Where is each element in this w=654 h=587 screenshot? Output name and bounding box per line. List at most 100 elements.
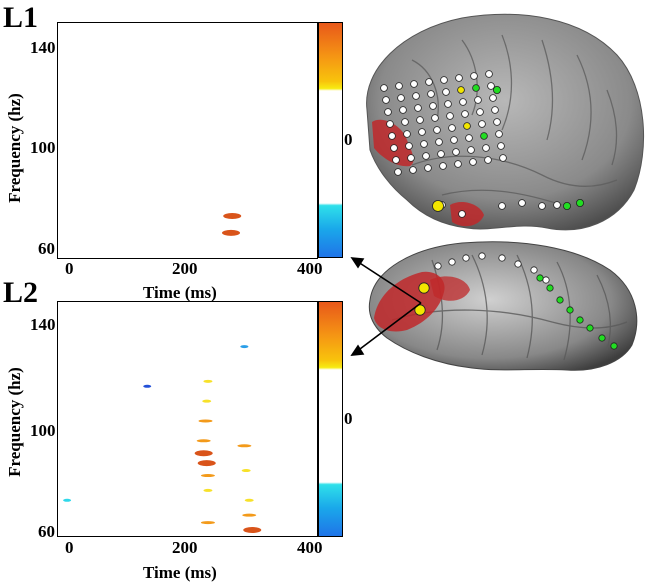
heatmap-spot	[242, 513, 257, 517]
electrode-dot	[416, 116, 424, 124]
heatmap-spot	[197, 460, 216, 467]
heatmap-spot	[194, 450, 213, 457]
panel-label-l1: L1	[3, 1, 39, 34]
electrode-dot	[424, 164, 432, 172]
electrode-dot-active	[472, 84, 480, 92]
x-tick-400-l1: 400	[297, 259, 323, 278]
heatmap-spot	[203, 488, 213, 492]
electrode-dot	[442, 88, 450, 96]
colorbar-l1	[318, 22, 343, 258]
heatmap-spot	[198, 419, 213, 423]
electrode-dot	[489, 94, 497, 102]
electrode-dot-large	[414, 304, 426, 316]
heatmap-spot	[223, 212, 242, 219]
electrode-dot	[386, 120, 394, 128]
x-axis-label-l2: Time (ms)	[143, 563, 217, 582]
electrode-dot	[497, 142, 505, 150]
electrode-dot-active	[457, 86, 465, 94]
lesion-region-frontal	[372, 119, 414, 167]
electrode-dot	[420, 140, 428, 148]
electrode-dot-active	[610, 342, 618, 350]
colorbar-zero-label-l2: 0	[344, 409, 353, 428]
electrode-dot	[459, 98, 467, 106]
x-tick-200-l1: 200	[172, 259, 198, 278]
electrode-dot	[462, 254, 470, 262]
electrode-dot	[474, 96, 482, 104]
arrows	[350, 257, 422, 356]
electrode-dot	[538, 202, 546, 210]
electrode-dot	[409, 166, 417, 174]
y-tick-140-l2: 140	[30, 315, 56, 334]
electrode-dot	[437, 150, 445, 158]
lesion-region-temporal	[450, 201, 484, 227]
electrode-dot-active	[562, 201, 571, 210]
y-tick-60-l2: 60	[38, 522, 55, 541]
heatmap-spot	[143, 384, 152, 388]
electrode-dot	[407, 154, 415, 162]
electrode-dot	[427, 90, 435, 98]
x-tick-400-l2: 400	[297, 538, 323, 557]
electrode-dot	[434, 262, 442, 270]
brain-medial-view	[368, 241, 638, 371]
heatmap-l2	[63, 345, 262, 534]
electrode-dot	[410, 80, 418, 88]
electrode-dot	[384, 108, 392, 116]
electrode-dot	[392, 156, 400, 164]
electrode-dot	[435, 138, 443, 146]
electrode-dot-active	[546, 284, 554, 292]
electrode-dot	[403, 130, 411, 138]
electrode-dot-active	[576, 316, 584, 324]
electrode-dot	[397, 94, 405, 102]
heatmap-spot	[243, 527, 262, 534]
electrode-dot	[440, 76, 448, 84]
x-tick-0-l2: 0	[65, 538, 74, 557]
electrode-dot-active	[536, 274, 544, 282]
electrode-dot	[542, 276, 550, 284]
y-tick-60-l1: 60	[38, 239, 55, 258]
electrode-dot	[476, 108, 484, 116]
electrode-dot-active	[586, 324, 594, 332]
electrode-dot	[498, 202, 506, 210]
x-tick-200-l2: 200	[172, 538, 198, 557]
electrode-dot-large	[418, 282, 430, 294]
heatmap-spot	[240, 345, 249, 349]
electrode-dot	[444, 100, 452, 108]
heatmap-l1	[222, 212, 242, 236]
electrode-dot	[425, 78, 433, 86]
electrode-dot	[553, 201, 561, 209]
heatmap-spot	[244, 498, 254, 502]
electrode-dot	[478, 252, 486, 260]
brain-lateral-view	[366, 13, 645, 231]
electrode-dot	[461, 110, 469, 118]
electrode-dot	[388, 132, 396, 140]
electrode-dot-large	[432, 200, 444, 212]
heatmap-plot-l1	[57, 22, 318, 259]
electrode-dot	[380, 84, 388, 92]
heatmap-spot	[203, 379, 213, 383]
electrode-dot-active	[463, 122, 471, 130]
heatmap-spot	[196, 439, 211, 443]
electrode-dot-active	[556, 296, 564, 304]
panel-label-l2: L2	[3, 276, 39, 309]
electrode-dot	[395, 82, 403, 90]
electrode-dot	[454, 160, 462, 168]
electrode-dot	[465, 134, 473, 142]
electrode-dot	[491, 106, 499, 114]
electrode-dot	[390, 144, 398, 152]
y-tick-140-l1: 140	[30, 38, 56, 57]
electrode-dot	[448, 258, 456, 266]
y-axis-label-l1: Frequency (hz)	[5, 93, 24, 203]
electrode-dot	[414, 104, 422, 112]
electrode-dot	[495, 130, 503, 138]
electrode-dot	[439, 162, 447, 170]
heatmap-spot	[200, 474, 215, 478]
electrode-dot-active	[598, 334, 606, 342]
electrode-dot	[498, 254, 506, 262]
electrode-dot	[452, 148, 460, 156]
electrode-dot	[401, 118, 409, 126]
electrode-dot	[530, 266, 538, 274]
brain-illustration	[350, 13, 645, 371]
y-tick-100-l1: 100	[30, 138, 56, 157]
electrode-dot	[458, 210, 466, 218]
y-tick-100-l2: 100	[30, 421, 56, 440]
